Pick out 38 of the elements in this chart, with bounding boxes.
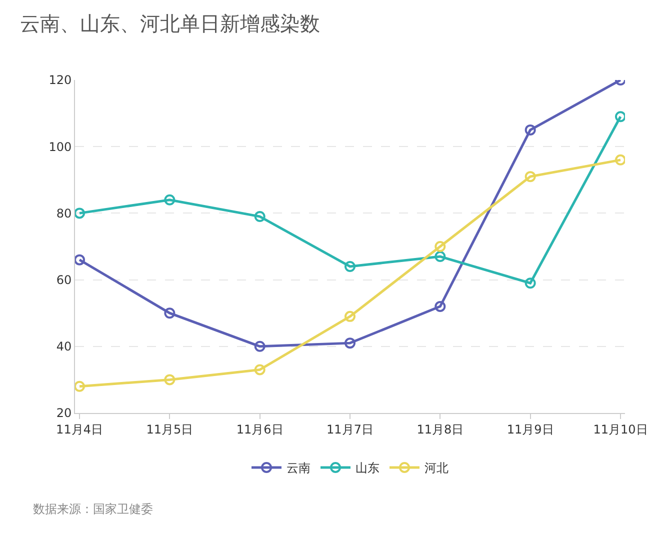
y-tick-label: 100 — [48, 140, 72, 154]
point — [344, 260, 356, 272]
point — [254, 211, 266, 222]
point — [434, 300, 446, 312]
source-note: 数据来源：国家卫健委 — [33, 502, 153, 516]
x-tick-label: 11月9日 — [506, 422, 554, 436]
point — [524, 124, 536, 136]
chart-title: 云南、山东、河北单日新增感染数 — [20, 11, 320, 36]
y-tick-label: 120 — [48, 73, 72, 88]
legend-label: 云南 — [286, 461, 310, 476]
point — [164, 194, 176, 206]
point — [75, 208, 86, 219]
point — [75, 380, 86, 392]
point — [344, 310, 356, 322]
legend-label: 河北 — [424, 461, 448, 476]
x-tick-label: 11月5日 — [146, 422, 194, 436]
point — [254, 340, 266, 352]
point — [524, 278, 536, 289]
point — [434, 250, 446, 262]
point — [344, 338, 356, 349]
point — [434, 241, 446, 252]
y-tick-label: 20 — [56, 406, 72, 420]
point — [524, 171, 536, 182]
x-tick-label: 11月10日 — [593, 422, 648, 436]
x-tick-label: 11月7日 — [326, 422, 374, 436]
point — [254, 364, 266, 376]
point — [75, 254, 86, 266]
point — [614, 111, 625, 122]
y-tick-label: 40 — [56, 340, 72, 354]
point — [614, 154, 625, 166]
y-tick-label: 80 — [56, 206, 72, 220]
point — [164, 308, 176, 319]
point — [164, 374, 176, 386]
x-tick-label: 11月8日 — [416, 422, 464, 436]
legend-label: 山东 — [356, 461, 380, 476]
x-tick-label: 11月4日 — [56, 422, 103, 436]
x-tick-label: 11月6日 — [236, 422, 284, 436]
y-tick-label: 60 — [56, 273, 72, 287]
